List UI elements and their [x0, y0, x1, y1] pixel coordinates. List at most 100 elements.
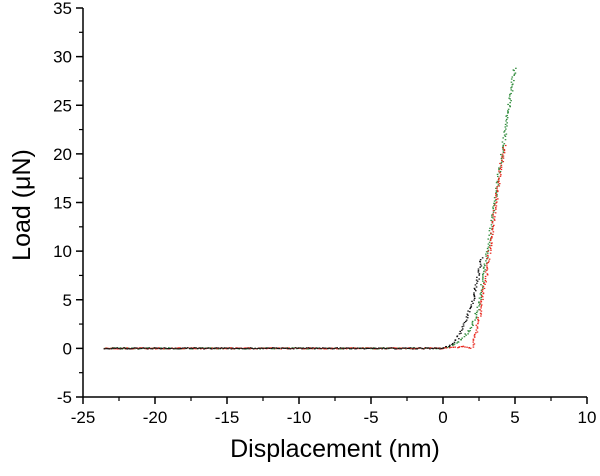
data-point	[487, 249, 490, 251]
data-point	[501, 156, 503, 158]
data-point	[193, 347, 196, 349]
data-point	[146, 348, 149, 350]
data-point	[493, 218, 496, 220]
data-point	[475, 286, 478, 288]
data-point	[499, 153, 502, 156]
data-point	[158, 347, 160, 349]
data-point	[481, 289, 484, 291]
data-point	[506, 122, 508, 124]
data-point	[429, 348, 431, 350]
data-point	[400, 348, 403, 350]
data-point	[190, 347, 193, 349]
data-point	[474, 288, 476, 291]
data-point	[500, 164, 503, 166]
data-point	[248, 348, 250, 350]
data-point	[445, 347, 448, 349]
data-point	[320, 347, 322, 350]
data-point	[480, 300, 482, 302]
data-point	[499, 162, 501, 165]
data-point	[392, 347, 395, 349]
data-point	[486, 269, 488, 271]
data-point	[509, 105, 511, 107]
data-point	[368, 347, 370, 349]
data-point	[482, 287, 484, 289]
data-point	[374, 347, 377, 349]
data-point	[209, 348, 212, 350]
data-point	[225, 348, 228, 350]
data-point	[134, 347, 136, 349]
x-tick-label: -25	[71, 408, 96, 427]
data-point	[488, 230, 491, 232]
data-point	[488, 258, 491, 260]
data-point	[431, 347, 433, 349]
y-tick-label: 30	[53, 48, 72, 67]
y-tick-label: 15	[53, 194, 72, 213]
data-point	[478, 297, 481, 299]
data-point	[220, 347, 223, 349]
data-point	[331, 348, 334, 350]
data-point	[500, 157, 503, 160]
data-point	[270, 347, 273, 350]
data-point	[508, 95, 511, 97]
data-point	[363, 348, 366, 350]
data-point	[479, 312, 482, 314]
data-point	[313, 347, 316, 349]
data-point	[394, 347, 396, 349]
data-point	[462, 345, 465, 347]
data-point	[413, 347, 415, 349]
data-point	[490, 214, 493, 216]
data-point	[397, 347, 400, 350]
data-point	[307, 347, 310, 349]
data-point	[185, 347, 188, 349]
data-point	[480, 307, 482, 309]
data-point	[503, 148, 506, 151]
data-point	[190, 348, 193, 350]
data-point	[511, 86, 513, 88]
data-point	[426, 347, 428, 349]
data-point	[275, 347, 278, 349]
data-point	[486, 252, 489, 254]
data-point	[498, 167, 500, 169]
data-point	[504, 130, 506, 132]
data-point	[490, 238, 492, 240]
data-point	[480, 313, 483, 315]
data-point	[204, 347, 207, 349]
data-point	[184, 347, 186, 349]
data-point	[451, 343, 453, 346]
data-point	[457, 341, 459, 343]
data-point	[132, 348, 135, 350]
data-point	[416, 348, 419, 350]
data-point	[111, 348, 114, 350]
data-point	[484, 271, 487, 273]
data-point	[206, 347, 209, 349]
data-point	[448, 344, 451, 346]
data-point	[478, 309, 480, 311]
data-point	[126, 348, 128, 350]
data-point	[482, 293, 485, 295]
data-point	[264, 347, 267, 349]
data-point	[467, 333, 469, 335]
data-point	[366, 347, 369, 350]
data-point	[289, 348, 292, 350]
data-point	[230, 347, 233, 349]
data-point	[481, 257, 484, 259]
data-point	[331, 347, 333, 349]
y-tick-label: 0	[63, 339, 72, 358]
data-point	[491, 229, 494, 231]
data-point	[362, 347, 364, 350]
data-point	[301, 348, 303, 350]
data-point	[163, 347, 165, 349]
data-point	[238, 347, 240, 350]
data-point	[479, 260, 481, 262]
data-point	[164, 347, 167, 349]
data-point	[491, 237, 493, 239]
data-point	[490, 249, 492, 251]
data-point	[276, 347, 279, 350]
data-point	[408, 347, 411, 349]
data-point	[486, 263, 488, 265]
data-point	[314, 348, 316, 350]
data-point	[148, 347, 151, 349]
data-point	[387, 347, 390, 349]
data-point	[477, 268, 480, 270]
data-point	[466, 313, 469, 315]
